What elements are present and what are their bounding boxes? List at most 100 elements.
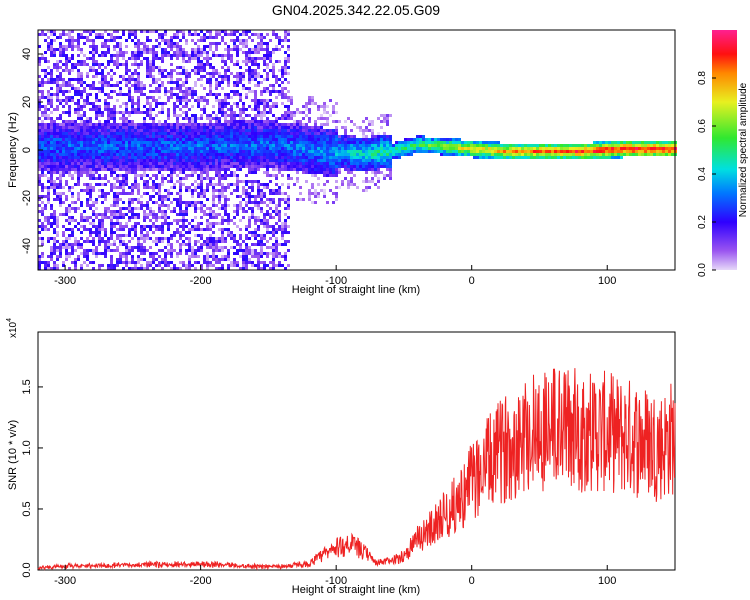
- spectrogram-cell: [200, 186, 203, 189]
- spectrogram-cell: [62, 135, 65, 138]
- spectrogram-cell: [284, 30, 287, 33]
- spectrogram-cell: [89, 69, 92, 72]
- spectrogram-cell: [242, 159, 245, 162]
- spectrogram-cell: [158, 153, 161, 156]
- spectrogram-cell: [221, 156, 224, 159]
- spectrogram-cell: [293, 114, 296, 117]
- spectrogram-cell: [173, 171, 176, 174]
- spectrogram-cell: [89, 216, 92, 219]
- spectrogram-cell: [179, 195, 182, 198]
- spectrogram-cell: [134, 171, 137, 174]
- spectrogram-cell: [134, 246, 137, 249]
- spectrogram-cell: [230, 111, 233, 114]
- spectrogram-cell: [59, 159, 62, 162]
- spectrogram-cell: [56, 135, 59, 138]
- spectrogram-cell: [218, 159, 221, 162]
- spectrogram-cell: [194, 141, 197, 144]
- spectrogram-cell: [254, 90, 257, 93]
- spectrogram-cell: [65, 207, 68, 210]
- spectrogram-cell: [113, 225, 116, 228]
- spectrogram-cell: [389, 168, 392, 171]
- spectrogram-cell: [194, 252, 197, 255]
- spectrogram-cell: [368, 168, 371, 171]
- spectrogram-cell: [275, 75, 278, 78]
- spectrogram-cell: [191, 195, 194, 198]
- spectrogram-cell: [158, 225, 161, 228]
- spectrogram-cell: [290, 147, 293, 150]
- spectrogram-cell: [179, 183, 182, 186]
- spectrogram-cell: [329, 132, 332, 135]
- spectrogram-cell: [197, 249, 200, 252]
- spectrogram-cell: [38, 261, 41, 264]
- spectrogram-cell: [323, 102, 326, 105]
- spectrogram-cell: [176, 156, 179, 159]
- spectrogram-cell: [257, 81, 260, 84]
- spectrogram-cell: [68, 138, 71, 141]
- spectrogram-cell: [356, 147, 359, 150]
- spectrogram-cell: [128, 186, 131, 189]
- spectrogram-cell: [389, 153, 392, 156]
- spectrogram-cell: [227, 150, 230, 153]
- spectrogram-cell: [92, 204, 95, 207]
- spectrogram-cell: [380, 126, 383, 129]
- spectrogram-cell: [137, 96, 140, 99]
- spectrogram-cell: [236, 141, 239, 144]
- spectrogram-cell: [116, 81, 119, 84]
- spectrogram-cell: [113, 144, 116, 147]
- spectrogram-cell: [140, 60, 143, 63]
- spectrogram-cell: [248, 180, 251, 183]
- spectrogram-cell: [227, 144, 230, 147]
- spectrogram-cell: [287, 60, 290, 63]
- spectrogram-cell: [335, 102, 338, 105]
- spectrogram-cell: [293, 162, 296, 165]
- spectrogram-cell: [113, 60, 116, 63]
- spectrogram-cell: [263, 135, 266, 138]
- spectrogram-cell: [80, 201, 83, 204]
- spectrogram-cell: [194, 48, 197, 51]
- spectrogram-cell: [167, 96, 170, 99]
- spectrogram-cell: [242, 75, 245, 78]
- spectrogram-cell: [314, 192, 317, 195]
- spectrogram-cell: [287, 174, 290, 177]
- spectrogram-cell: [377, 135, 380, 138]
- spectrogram-cell: [200, 36, 203, 39]
- spectrogram-cell: [287, 159, 290, 162]
- spectrogram-cell: [287, 39, 290, 42]
- spectrogram-cell: [122, 162, 125, 165]
- spectrogram-cell: [215, 96, 218, 99]
- spectrogram-cell: [260, 138, 263, 141]
- spectrogram-cell: [197, 162, 200, 165]
- spectrogram-cell: [143, 138, 146, 141]
- spectrogram-cell: [167, 261, 170, 264]
- spectrogram-cell: [101, 201, 104, 204]
- spectrogram-cell: [89, 117, 92, 120]
- spectrogram-cell: [230, 174, 233, 177]
- spectrogram-cell: [41, 78, 44, 81]
- spectrogram-cell: [125, 126, 128, 129]
- spectrogram-cell: [38, 117, 41, 120]
- spectrogram-cell: [77, 54, 80, 57]
- spectrogram-cell: [92, 237, 95, 240]
- spectrogram-cell: [206, 150, 209, 153]
- spectrogram-cell: [170, 255, 173, 258]
- spectrogram-cell: [143, 267, 146, 270]
- spectrogram-cell: [182, 105, 185, 108]
- spectrogram-cell: [212, 222, 215, 225]
- spectrogram-cell: [47, 156, 50, 159]
- spectrogram-cell: [65, 243, 68, 246]
- spectrogram-cell: [74, 243, 77, 246]
- spectrogram-cell: [95, 51, 98, 54]
- spectrogram-cell: [326, 171, 329, 174]
- spectrogram-cell: [104, 249, 107, 252]
- spectrogram-cell: [311, 135, 314, 138]
- spectrogram-cell: [209, 90, 212, 93]
- spectrogram-cell: [278, 159, 281, 162]
- spectrogram-cell: [227, 48, 230, 51]
- spectrogram-cell: [71, 45, 74, 48]
- spectrogram-cell: [41, 156, 44, 159]
- spectrogram-cell: [221, 240, 224, 243]
- spectrogram-cell: [38, 267, 41, 270]
- spectrogram-cell: [83, 249, 86, 252]
- spectrogram-cell: [269, 129, 272, 132]
